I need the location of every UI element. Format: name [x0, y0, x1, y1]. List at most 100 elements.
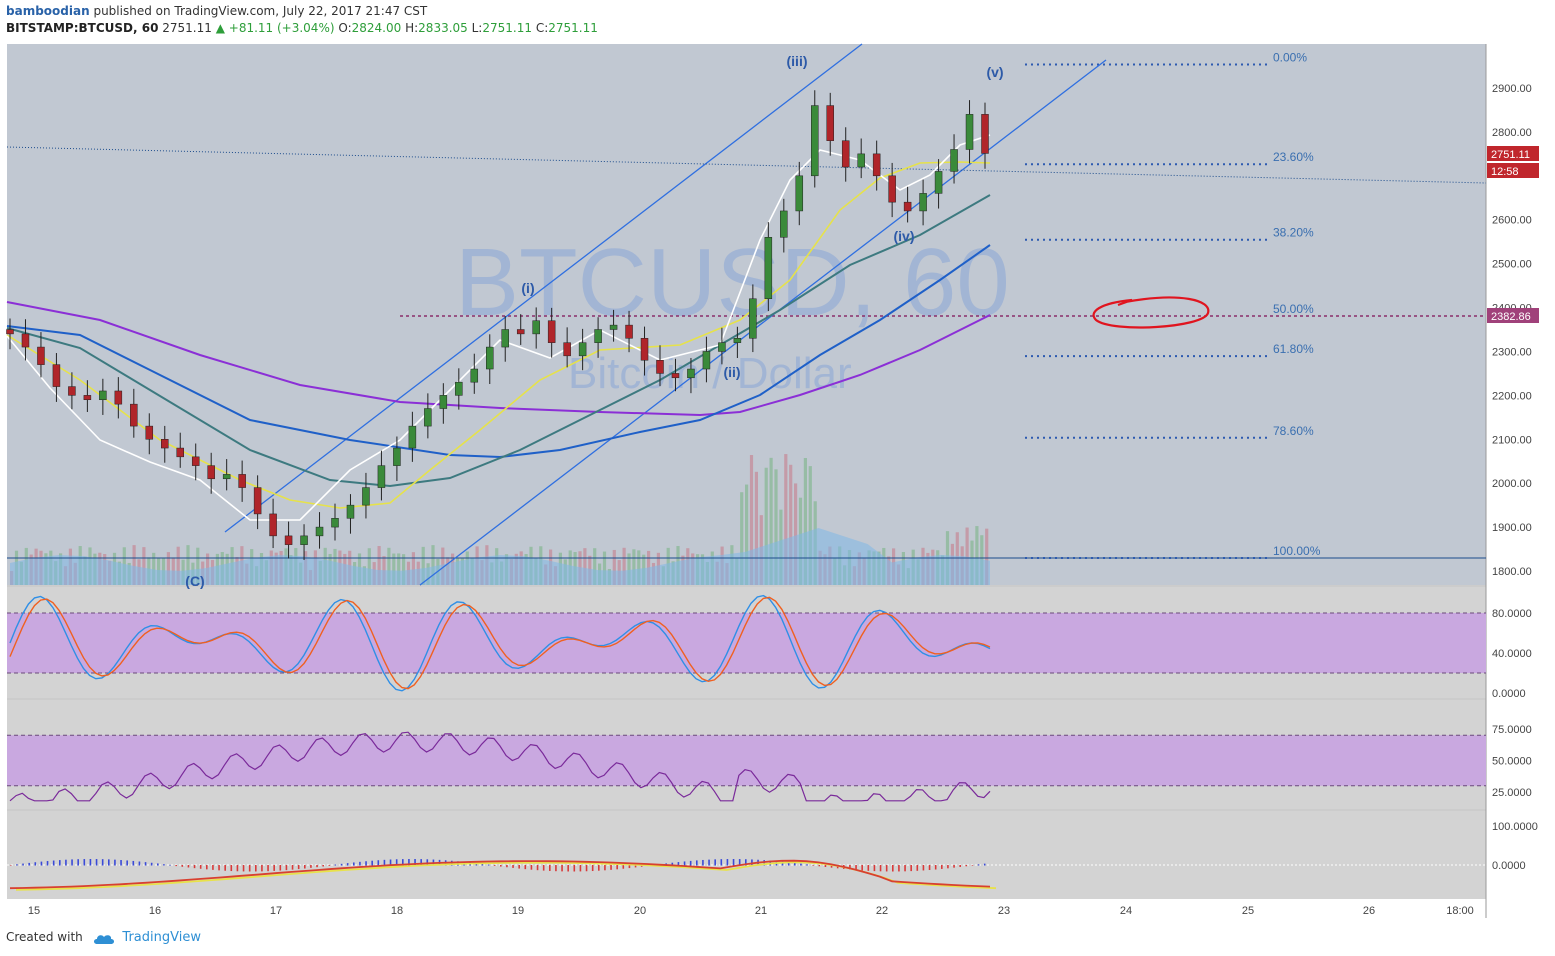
- volume-bar: [637, 550, 641, 585]
- candle-body: [872, 153, 881, 177]
- macd-histogram-bar: [101, 859, 104, 866]
- macd-histogram-bar: [542, 865, 545, 871]
- ma-teal: [6, 194, 991, 488]
- volume-bar: [975, 526, 979, 585]
- macd-histogram-bar: [671, 862, 674, 866]
- candle-body: [563, 342, 571, 357]
- macd-histogram-bar: [947, 865, 949, 869]
- volume-bar: [186, 545, 190, 585]
- macd-histogram-bar: [316, 865, 318, 868]
- macd-histogram-bar: [555, 865, 557, 872]
- volume-bar: [769, 457, 773, 585]
- candle-body: [315, 526, 324, 537]
- volume-bar: [421, 546, 425, 585]
- volume-bar: [985, 528, 989, 585]
- wave-label: (iii): [787, 53, 808, 69]
- candle-body: [83, 395, 92, 401]
- macd-histogram-bar: [273, 865, 275, 871]
- macd-pane[interactable]: [7, 811, 1486, 899]
- macd-histogram-bar: [218, 865, 220, 871]
- macd-histogram-bar: [941, 865, 943, 869]
- volume-bar: [583, 548, 587, 585]
- author-name[interactable]: bamboodian: [6, 4, 90, 18]
- macd-histogram-bar: [849, 865, 851, 870]
- macd-histogram-bar: [46, 861, 49, 866]
- time-axis[interactable]: [7, 900, 1486, 918]
- candle-body: [486, 346, 494, 370]
- volume-bar: [402, 554, 406, 585]
- candle-body: [331, 518, 339, 528]
- price-tick-label: 2000.00: [1492, 478, 1532, 490]
- macd-histogram-bar: [579, 865, 582, 872]
- countdown-badge-text: 12:58: [1491, 166, 1519, 178]
- macd-histogram-bar: [475, 863, 478, 866]
- price-change: ▲ +81.11 (+3.04%): [215, 21, 335, 35]
- trend-lines[interactable]: [6, 43, 1487, 586]
- wave-label: (ii): [723, 364, 740, 380]
- macd-histogram-bar: [585, 865, 588, 872]
- macd-histogram-bar: [322, 865, 324, 867]
- time-tick-label: 22: [876, 905, 888, 917]
- last-price: 2751.11: [162, 21, 212, 35]
- macd-histogram-bar: [738, 859, 741, 866]
- rsi-tick-label: 25.0000: [1492, 787, 1532, 799]
- macd-histogram-bar: [598, 865, 600, 871]
- macd-histogram-bar: [794, 862, 796, 866]
- time-tick-label: 23: [998, 905, 1010, 917]
- macd-histogram-bar: [487, 864, 490, 866]
- macd-histogram-bar: [855, 865, 857, 871]
- highlight-ellipse[interactable]: [1092, 296, 1210, 329]
- candle-body: [439, 395, 448, 409]
- candle-body: [578, 342, 587, 357]
- candle-body: [377, 465, 386, 488]
- level-price-badge: [1487, 308, 1539, 323]
- candle-body: [21, 333, 30, 348]
- price-tick-label: 2300.00: [1492, 346, 1532, 358]
- candle-body: [114, 390, 123, 405]
- candle-body: [764, 237, 773, 300]
- volume-bar: [431, 545, 435, 585]
- time-tick-label: 20: [634, 905, 646, 917]
- candle-body: [52, 364, 61, 387]
- candlestick-series: [6, 90, 989, 560]
- macd-histogram-bar: [420, 859, 422, 866]
- close-value: 2751.11: [548, 21, 598, 35]
- volume-bars: [7, 454, 1486, 585]
- macd-histogram-bar: [138, 861, 141, 866]
- fibonacci-retracement[interactable]: 0.00% 23.60% 38.20% 50.00% 61.80% 78.60% 100.0…: [400, 51, 1486, 559]
- macd-histogram-bar: [169, 864, 171, 866]
- macd-histogram-bar: [120, 860, 122, 866]
- macd-histogram-bar: [132, 860, 135, 866]
- time-tick-label: 16: [149, 905, 161, 917]
- time-tick-label: 24: [1120, 905, 1132, 917]
- price-tick-label: 1900.00: [1492, 522, 1532, 534]
- volume-bar: [749, 455, 754, 585]
- macd-histogram-bar: [604, 865, 606, 871]
- rsi-tick-label: 75.0000: [1492, 724, 1532, 736]
- macd-histogram-bar: [530, 865, 533, 870]
- macd-histogram-bar: [248, 865, 251, 872]
- price-axis[interactable]: [1486, 44, 1555, 900]
- chart-header-published: bamboodian published on TradingView.com,…: [6, 4, 427, 18]
- candle-body: [965, 114, 974, 150]
- volume-bar: [789, 464, 793, 585]
- macd-histogram-bar: [524, 865, 527, 870]
- tradingview-link[interactable]: TradingView: [122, 930, 201, 945]
- stochastic-tick-label: 0.0000: [1492, 688, 1526, 700]
- fib-level-label: 23.60%: [1273, 150, 1314, 164]
- candle-body: [609, 324, 618, 330]
- macd-histogram-bar: [910, 865, 912, 872]
- macd-histogram-bar: [95, 859, 98, 866]
- price-tick-label: 1800.00: [1492, 566, 1532, 578]
- axis-labels: 2900.002800.002600.002500.002400.002300.…: [28, 83, 1539, 917]
- volume-bar: [612, 549, 616, 585]
- volume-bar: [152, 552, 156, 585]
- macd-histogram-bar: [977, 864, 980, 866]
- candle-body: [130, 403, 138, 427]
- candle-body: [393, 447, 401, 466]
- candle-body: [161, 439, 169, 449]
- created-with-text: Created with: [6, 930, 83, 944]
- dotted-trend-line: [6, 146, 1487, 184]
- candle-body: [207, 465, 215, 480]
